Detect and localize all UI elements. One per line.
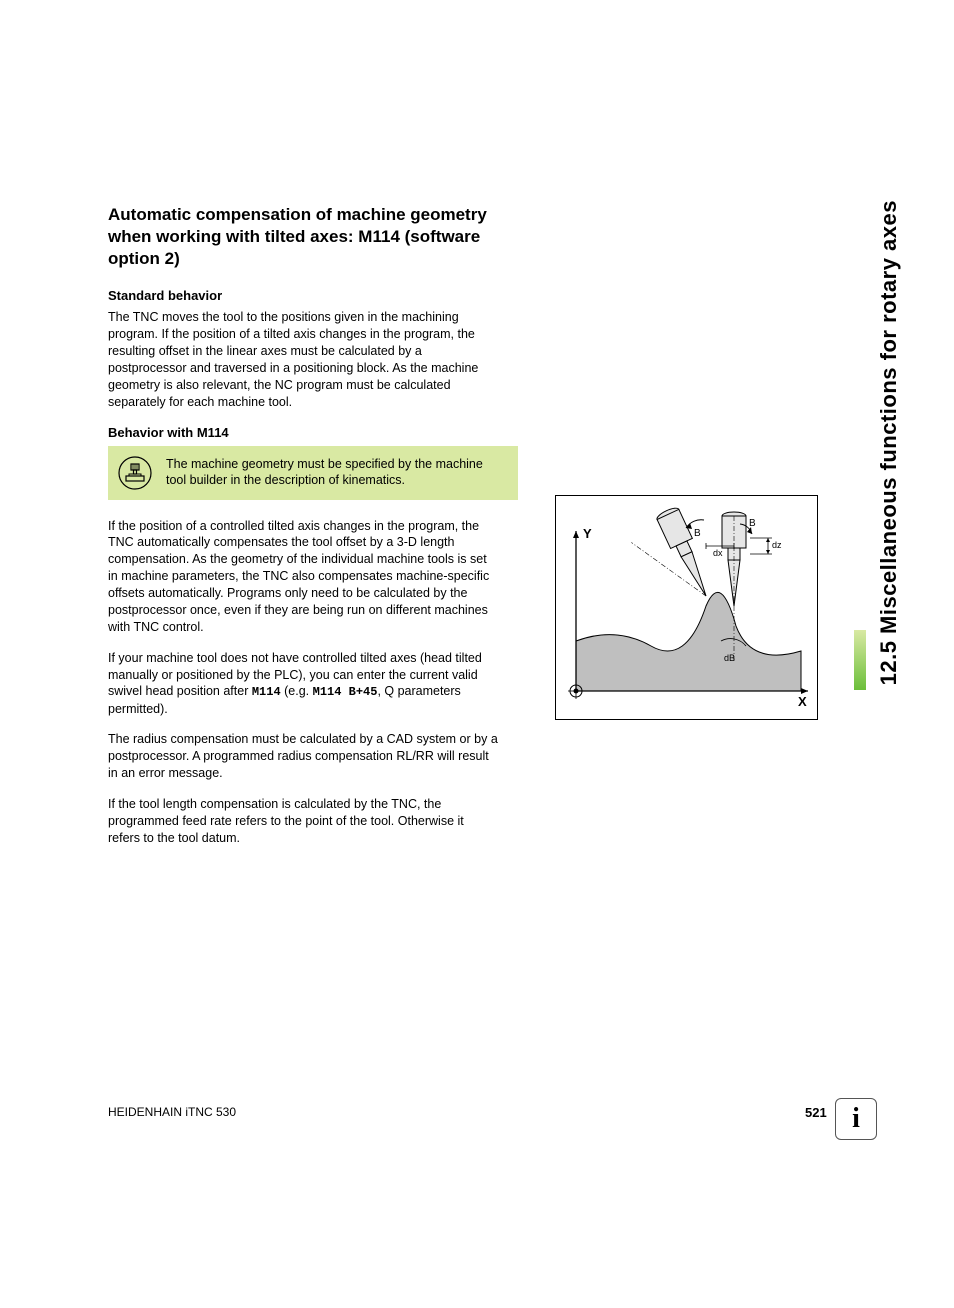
subheading-m114: Behavior with M114 <box>108 425 818 440</box>
side-accent <box>854 630 866 690</box>
diagram: Y X B B <box>555 495 818 720</box>
main-title: Automatic compensation of machine geomet… <box>108 204 508 270</box>
code-m114-b45: M114 B+45 <box>313 685 378 699</box>
axis-x-label: X <box>798 694 807 709</box>
axis-y-label: Y <box>583 526 592 541</box>
para-m114-2: If your machine tool does not have contr… <box>108 650 498 718</box>
page: Automatic compensation of machine geomet… <box>0 0 954 1308</box>
label-db: dB <box>724 653 735 663</box>
note-box: The machine geometry must be specified b… <box>108 446 518 500</box>
para-m114-3: The radius compensation must be calculat… <box>108 731 498 782</box>
subheading-standard: Standard behavior <box>108 288 818 303</box>
p3-mid: (e.g. <box>281 684 313 698</box>
machine-icon <box>118 456 152 490</box>
para-m114-1: If the position of a controlled tilted a… <box>108 518 498 636</box>
info-icon: i <box>835 1098 877 1140</box>
label-b2: B <box>749 518 756 529</box>
note-text: The machine geometry must be specified b… <box>166 456 504 490</box>
tool-tilted <box>655 506 716 601</box>
para-standard: The TNC moves the tool to the positions … <box>108 309 498 410</box>
para-m114-4: If the tool length compensation is calcu… <box>108 796 498 847</box>
info-glyph: i <box>852 1103 860 1135</box>
footer-left: HEIDENHAIN iTNC 530 <box>108 1105 236 1119</box>
label-b1: B <box>694 528 701 539</box>
footer-page-number: 521 <box>805 1105 827 1120</box>
label-dx: dx <box>713 548 723 558</box>
section-side-label: 12.5 Miscellaneous functions for rotary … <box>876 200 902 685</box>
label-dz: dz <box>772 540 782 550</box>
code-m114: M114 <box>252 685 281 699</box>
